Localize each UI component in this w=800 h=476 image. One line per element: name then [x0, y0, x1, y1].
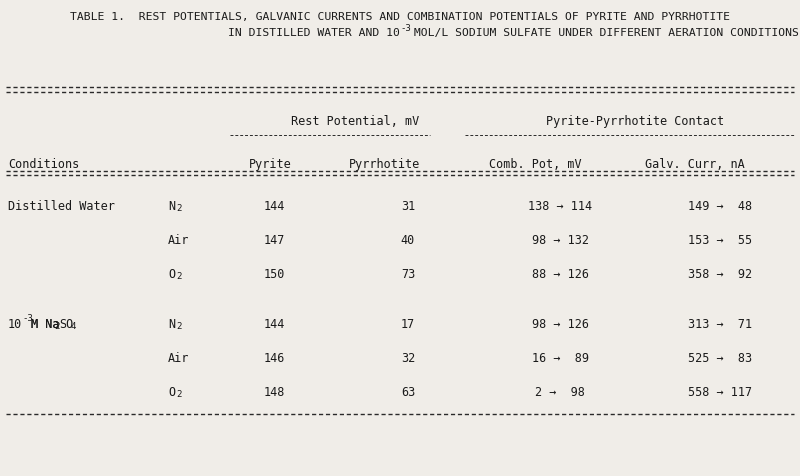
Text: 525 →  83: 525 → 83	[688, 351, 752, 364]
Text: 2: 2	[176, 389, 182, 398]
Text: 73: 73	[401, 268, 415, 280]
Text: -3: -3	[400, 24, 410, 33]
Text: IN DISTILLED WATER AND 10: IN DISTILLED WATER AND 10	[228, 28, 400, 38]
Text: Comb. Pot, mV: Comb. Pot, mV	[489, 158, 582, 170]
Text: 16 →  89: 16 → 89	[531, 351, 589, 364]
Text: 98 → 126: 98 → 126	[531, 317, 589, 330]
Text: 2 →  98: 2 → 98	[535, 385, 585, 398]
Text: Air: Air	[168, 351, 190, 364]
Text: 2: 2	[176, 321, 182, 330]
Text: M Na: M Na	[31, 317, 59, 330]
Text: 153 →  55: 153 → 55	[688, 234, 752, 247]
Text: Air: Air	[168, 234, 190, 247]
Text: 63: 63	[401, 385, 415, 398]
Text: N: N	[168, 199, 175, 213]
Text: 98 → 132: 98 → 132	[531, 234, 589, 247]
Text: 10: 10	[8, 317, 22, 330]
Text: SO: SO	[59, 317, 73, 330]
Text: 88 → 126: 88 → 126	[531, 268, 589, 280]
Text: 149 →  48: 149 → 48	[688, 199, 752, 213]
Text: 144: 144	[264, 317, 285, 330]
Text: Galv. Curr, nA: Galv. Curr, nA	[645, 158, 745, 170]
Text: Pyrrhotite: Pyrrhotite	[350, 158, 421, 170]
Text: Pyrite: Pyrite	[249, 158, 291, 170]
Text: Pyrite-Pyrrhotite Contact: Pyrite-Pyrrhotite Contact	[546, 115, 724, 128]
Text: 40: 40	[401, 234, 415, 247]
Text: 4: 4	[70, 321, 76, 330]
Text: 2: 2	[176, 204, 182, 213]
Text: 558 → 117: 558 → 117	[688, 385, 752, 398]
Text: Rest Potential, mV: Rest Potential, mV	[291, 115, 419, 128]
Text: Distilled Water: Distilled Water	[8, 199, 115, 213]
Text: 32: 32	[401, 351, 415, 364]
Text: 150: 150	[264, 268, 285, 280]
Text: 2: 2	[176, 271, 182, 280]
Text: 358 →  92: 358 → 92	[688, 268, 752, 280]
Text: -3: -3	[22, 313, 33, 322]
Text: N: N	[168, 317, 175, 330]
Text: O: O	[168, 385, 175, 398]
Text: 146: 146	[264, 351, 285, 364]
Text: O: O	[168, 268, 175, 280]
Text: TABLE 1.  REST POTENTIALS, GALVANIC CURRENTS AND COMBINATION POTENTIALS OF PYRIT: TABLE 1. REST POTENTIALS, GALVANIC CURRE…	[70, 12, 730, 22]
Text: 31: 31	[401, 199, 415, 213]
Text: 148: 148	[264, 385, 285, 398]
Text: Conditions: Conditions	[8, 158, 79, 170]
Text: 2: 2	[54, 321, 59, 330]
Text: 313 →  71: 313 → 71	[688, 317, 752, 330]
Text: MOL/L SODIUM SULFATE UNDER DIFFERENT AERATION CONDITIONS: MOL/L SODIUM SULFATE UNDER DIFFERENT AER…	[407, 28, 799, 38]
Text: 138 → 114: 138 → 114	[528, 199, 592, 213]
Text: M Na: M Na	[31, 317, 59, 330]
Text: 17: 17	[401, 317, 415, 330]
Text: 147: 147	[264, 234, 285, 247]
Text: 144: 144	[264, 199, 285, 213]
